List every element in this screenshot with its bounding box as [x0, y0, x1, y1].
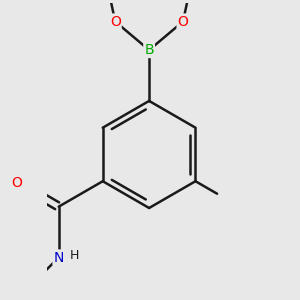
Text: O: O: [11, 176, 22, 190]
Text: B: B: [144, 43, 154, 57]
Text: O: O: [178, 14, 188, 28]
Text: N: N: [53, 250, 64, 265]
Text: H: H: [70, 249, 80, 262]
Text: O: O: [110, 14, 121, 28]
